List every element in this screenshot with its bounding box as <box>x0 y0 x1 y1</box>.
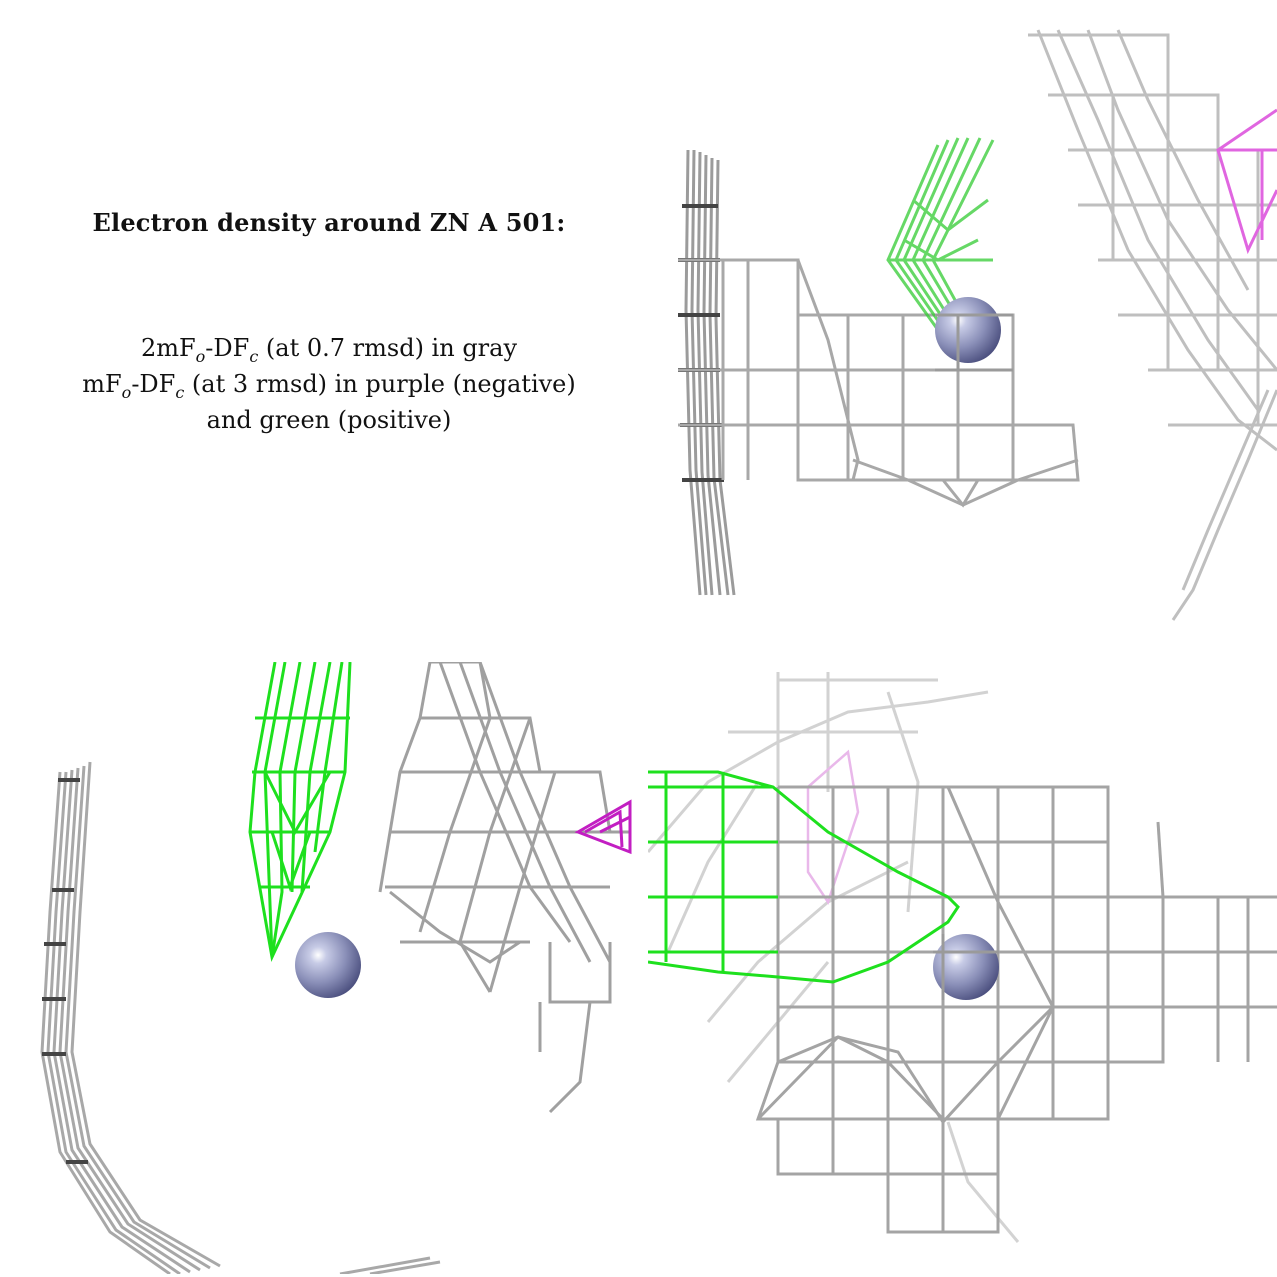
legend-line1-mid: -DF <box>205 334 250 362</box>
legend-line2-mid: -DF <box>131 370 176 398</box>
zinc-atom-sphere <box>295 932 361 998</box>
legend-line2-sub1: o <box>121 382 132 402</box>
view-bottom-right <box>648 662 1277 1274</box>
legend-panel: Electron density around ZN A 501: 2mFo-D… <box>10 10 648 662</box>
legend-line1-rest: (at 0.7 rmsd) in gray <box>258 334 518 362</box>
legend-line-difference: mFo-DFc (at 3 rmsd) in purple (negative) <box>10 366 648 402</box>
legend-line1-sub2: c <box>249 346 259 366</box>
legend-line2-sub2: c <box>175 382 185 402</box>
density-mesh-bottom-left <box>40 662 632 1274</box>
density-mesh-top-right <box>678 29 1277 621</box>
legend-line-green: and green (positive) <box>206 406 452 434</box>
view-bottom-left <box>10 662 648 1274</box>
legend-line1-map: 2mF <box>140 334 196 362</box>
figure-title: Electron density around ZN A 501: <box>92 208 566 237</box>
legend-line2-rest: (at 3 rmsd) in purple (negative) <box>184 370 576 398</box>
legend-line1-sub1: o <box>195 346 206 366</box>
legend-line2-map: mF <box>82 370 122 398</box>
legend-line-gray: 2mFo-DFc (at 0.7 rmsd) in gray <box>10 330 648 366</box>
density-mesh-bottom-right <box>648 672 1277 1243</box>
zinc-atom-sphere <box>935 297 1001 363</box>
view-top-right <box>648 10 1277 662</box>
